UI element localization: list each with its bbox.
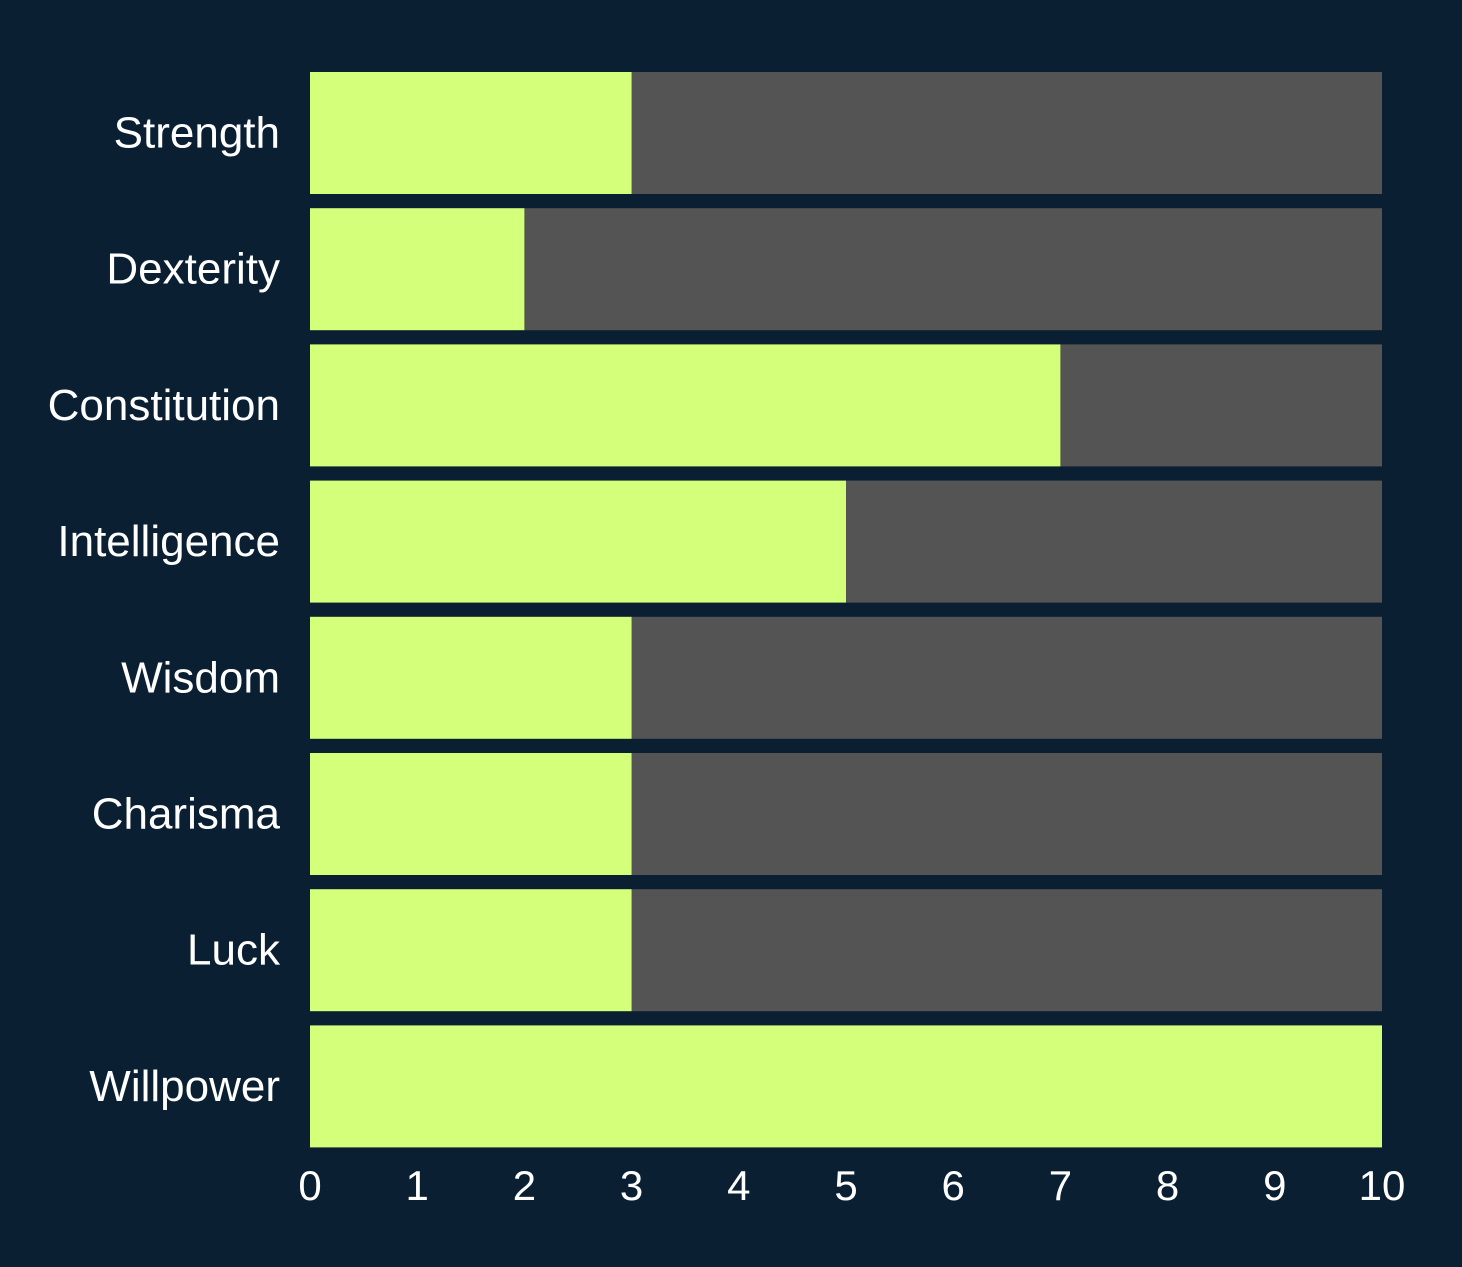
x-tick-label-10: 10 (1359, 1162, 1406, 1209)
x-tick-label-9: 9 (1263, 1162, 1286, 1209)
category-label-dexterity: Dexterity (106, 245, 280, 294)
category-label-charisma: Charisma (92, 790, 281, 839)
bar-dexterity (310, 208, 524, 330)
bar-remaining-wisdom (632, 617, 1382, 739)
bar-luck (310, 889, 632, 1011)
x-tick-label-0: 0 (298, 1162, 321, 1209)
x-tick-label-3: 3 (620, 1162, 643, 1209)
x-tick-label-2: 2 (513, 1162, 536, 1209)
category-label-luck: Luck (187, 926, 281, 975)
x-tick-label-8: 8 (1156, 1162, 1179, 1209)
bar-strength (310, 72, 632, 194)
bar-remaining-strength (632, 72, 1382, 194)
bar-charisma (310, 753, 632, 875)
x-tick-label-4: 4 (727, 1162, 750, 1209)
x-tick-label-5: 5 (834, 1162, 857, 1209)
category-label-willpower: Willpower (89, 1062, 280, 1111)
category-label-strength: Strength (114, 109, 280, 158)
x-tick-label-7: 7 (1049, 1162, 1072, 1209)
bar-intelligence (310, 481, 846, 603)
category-label-wisdom: Wisdom (121, 653, 280, 702)
bar-wisdom (310, 617, 632, 739)
x-tick-label-6: 6 (942, 1162, 965, 1209)
bar-remaining-constitution (1060, 344, 1382, 466)
category-label-intelligence: Intelligence (57, 517, 280, 566)
bar-constitution (310, 344, 1060, 466)
x-tick-label-1: 1 (406, 1162, 429, 1209)
bar-remaining-charisma (632, 753, 1382, 875)
bar-remaining-luck (632, 889, 1382, 1011)
category-label-constitution: Constitution (48, 381, 280, 430)
bar-remaining-intelligence (846, 481, 1382, 603)
bar-willpower (310, 1025, 1382, 1147)
bar-remaining-dexterity (524, 208, 1382, 330)
